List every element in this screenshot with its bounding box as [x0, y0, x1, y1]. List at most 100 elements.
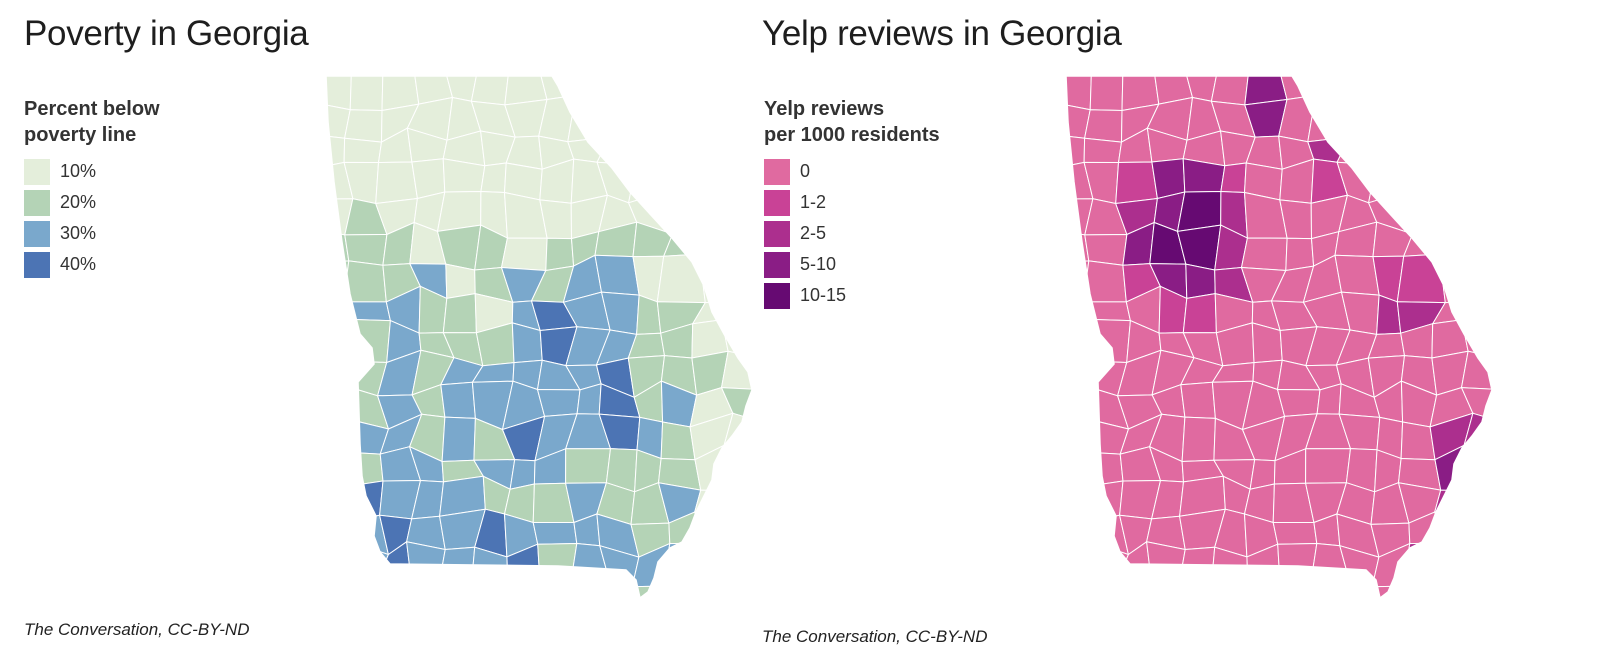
- poverty-legend-item: 20%: [24, 187, 160, 218]
- county-shape: [1368, 99, 1412, 142]
- yelp-georgia-map: [1060, 72, 1520, 612]
- county-shape: [1210, 76, 1250, 106]
- county-shape: [700, 129, 738, 174]
- county-shape: [326, 293, 347, 327]
- county-shape: [1066, 293, 1087, 327]
- county-shape: [537, 542, 578, 577]
- county-shape: [594, 254, 640, 296]
- county-shape: [344, 233, 388, 266]
- yelp-legend-item: 0: [764, 156, 940, 187]
- county-shape: [343, 137, 383, 164]
- county-shape: [1467, 540, 1492, 581]
- county-shape: [1461, 293, 1492, 327]
- county-shape: [661, 162, 703, 207]
- county-shape: [1471, 103, 1492, 137]
- county-shape: [1066, 539, 1086, 585]
- yelp-legend-label: 5-10: [800, 254, 837, 274]
- county-shape: [1429, 76, 1474, 113]
- yelp-legend-item: 2-5: [764, 218, 940, 249]
- county-shape: [436, 190, 482, 232]
- county-shape: [693, 511, 733, 544]
- county-shape: [1433, 511, 1473, 544]
- county-shape: [1066, 516, 1087, 550]
- county-shape: [1375, 132, 1412, 166]
- county-shape: [1310, 76, 1350, 109]
- poverty-legend-swatch: [24, 251, 50, 278]
- county-shape: [342, 301, 392, 322]
- county-shape: [692, 166, 738, 207]
- county-shape: [411, 158, 446, 200]
- county-shape: [1334, 254, 1380, 296]
- county-shape: [570, 575, 609, 598]
- yelp-legend-title: Yelp reviews per 1000 residents: [764, 96, 940, 148]
- yelp-legend-swatch: [764, 282, 790, 309]
- county-shape: [1472, 166, 1492, 200]
- county-shape: [1305, 448, 1352, 484]
- county-shape: [326, 451, 348, 487]
- county-shape: [1089, 76, 1124, 112]
- georgia-outline: [1065, 75, 1493, 600]
- county-shape: [1146, 541, 1186, 584]
- yelp-legend-swatch: [764, 189, 790, 216]
- county-shape: [375, 580, 415, 598]
- county-shape: [1066, 579, 1093, 598]
- county-shape: [1176, 190, 1222, 232]
- yelp-map-panel: Yelp reviews in Georgia Yelp reviews per…: [762, 0, 1600, 663]
- county-shape: [1151, 158, 1186, 200]
- county-shape: [445, 263, 476, 299]
- poverty-legend-item: 10%: [24, 156, 160, 187]
- county-shape: [668, 189, 694, 238]
- county-shape: [344, 109, 383, 143]
- county-shape: [326, 76, 352, 111]
- county-shape: [662, 585, 698, 598]
- poverty-legend-title: Percent below poverty line: [24, 96, 160, 148]
- yelp-map-svg: [1065, 75, 1493, 600]
- county-shape: [1348, 99, 1382, 142]
- county-shape: [326, 484, 348, 523]
- county-shape: [1310, 575, 1349, 598]
- county-shape: [727, 573, 752, 598]
- county-shape: [1399, 76, 1438, 113]
- yelp-legend-swatch: [764, 251, 790, 278]
- county-shape: [635, 132, 672, 166]
- yelp-legend-label: 2-5: [800, 223, 827, 243]
- county-shape: [1436, 573, 1470, 598]
- county-shape: [735, 129, 752, 174]
- county-shape: [1178, 582, 1218, 598]
- yelp-legend-label: 0: [800, 161, 811, 181]
- yelp-legend-label: 1-2: [800, 192, 827, 212]
- county-shape: [410, 580, 447, 598]
- poverty-legend: Percent below poverty line 10% 20% 30% 4…: [24, 96, 160, 280]
- county-shape: [1115, 161, 1158, 205]
- county-shape: [596, 136, 642, 166]
- yelp-source-credit: The Conversation, CC-BY-ND: [762, 627, 988, 646]
- county-shape: [438, 582, 478, 598]
- county-shape: [1401, 162, 1443, 207]
- county-shape: [1066, 388, 1095, 422]
- county-shape: [628, 99, 672, 142]
- county-shape: [1468, 76, 1492, 108]
- county-shape: [698, 253, 736, 304]
- yelp-legend-swatch: [764, 158, 790, 185]
- county-shape: [406, 541, 446, 584]
- county-shape: [1408, 189, 1434, 238]
- county-shape: [1150, 580, 1187, 598]
- county-shape: [1464, 516, 1492, 550]
- poverty-legend-swatch: [24, 220, 50, 247]
- county-shape: [1368, 76, 1407, 109]
- county-shape: [720, 350, 752, 391]
- county-shape: [1469, 260, 1492, 302]
- county-shape: [727, 540, 752, 581]
- county-shape: [731, 103, 752, 137]
- county-shape: [1432, 229, 1478, 262]
- county-shape: [734, 229, 752, 264]
- county-shape: [565, 448, 612, 484]
- county-shape: [470, 76, 510, 106]
- county-shape: [732, 189, 752, 232]
- county-shape: [480, 162, 507, 194]
- county-shape: [1082, 582, 1124, 598]
- county-shape: [1082, 301, 1132, 322]
- county-shape: [326, 388, 355, 422]
- county-shape: [1460, 350, 1492, 391]
- county-shape: [1185, 263, 1216, 299]
